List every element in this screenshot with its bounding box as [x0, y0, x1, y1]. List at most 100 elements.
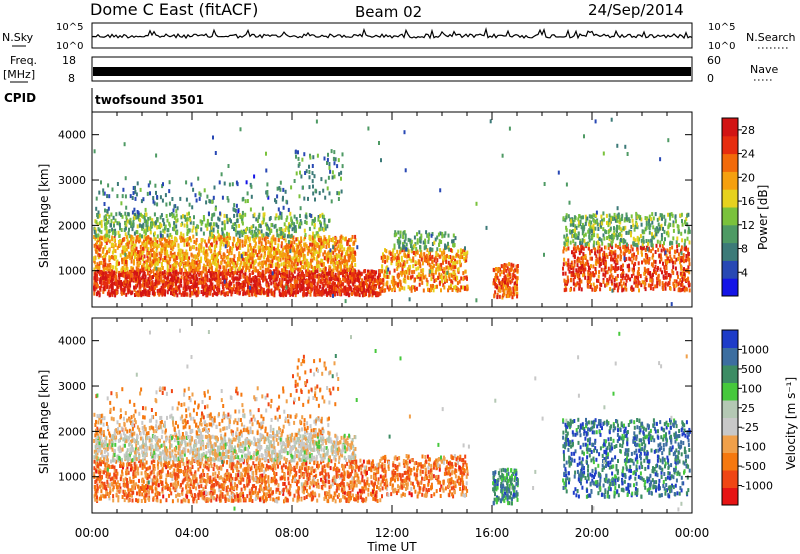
- range-cell: [190, 252, 193, 257]
- range-cell: [130, 291, 133, 296]
- range-cell: [255, 290, 258, 295]
- range-cell: [98, 240, 101, 245]
- range-cell: [279, 293, 282, 298]
- range-cell: [159, 241, 162, 246]
- range-cell: [191, 259, 194, 264]
- range-cell: [282, 205, 285, 210]
- range-cell: [170, 268, 173, 272]
- range-cell: [104, 215, 107, 220]
- range-cell: [254, 233, 257, 238]
- range-cell: [459, 260, 461, 265]
- range-cell: [221, 231, 224, 236]
- range-cell: [456, 260, 459, 265]
- range-cell: [285, 225, 288, 230]
- range-cell: [182, 257, 185, 262]
- range-cell: [236, 276, 239, 281]
- range-cell: [248, 268, 251, 273]
- range-cell: [153, 250, 155, 255]
- range-cell: [183, 254, 186, 259]
- range-cell: [202, 276, 205, 281]
- range-cell: [401, 285, 404, 290]
- range-cell: [164, 292, 166, 297]
- range-cell: [391, 287, 394, 292]
- range-cell: [108, 271, 111, 276]
- range-cell: [139, 270, 142, 275]
- range-cell: [613, 259, 616, 264]
- range-cell: [295, 154, 297, 159]
- range-cell: [284, 245, 287, 250]
- range-cell: [227, 236, 230, 240]
- range-cell: [496, 267, 499, 272]
- range-cell: [107, 248, 110, 253]
- range-cell: [124, 194, 127, 199]
- range-cell: [213, 239, 216, 244]
- range-cell: [496, 275, 499, 280]
- range-cell: [124, 232, 127, 237]
- range-cell: [290, 233, 293, 238]
- range-cell: [258, 250, 261, 255]
- range-cell: [294, 250, 297, 255]
- range-cell: [213, 247, 216, 252]
- range-cell: [126, 285, 129, 290]
- range-cell: [336, 267, 339, 271]
- range-cell: [353, 258, 356, 263]
- range-cell: [322, 188, 325, 193]
- range-cell: [420, 235, 423, 240]
- range-cell: [303, 273, 306, 278]
- range-cell: [163, 237, 166, 242]
- range-cell: [234, 222, 237, 226]
- range-cell: [426, 280, 429, 285]
- range-cell: [396, 263, 399, 267]
- range-cell: [302, 185, 304, 190]
- range-cell: [160, 285, 163, 290]
- range-cell: [392, 279, 395, 284]
- range-cell: [572, 277, 575, 282]
- range-cell: [659, 243, 662, 248]
- range-cell: [301, 279, 304, 283]
- range-cell: [233, 254, 236, 259]
- range-cell: [275, 228, 278, 233]
- range-cell: [111, 227, 114, 232]
- range-cell: [185, 180, 188, 185]
- range-cell: [205, 254, 208, 259]
- range-cell: [258, 214, 261, 219]
- range-cell: [515, 264, 518, 269]
- range-cell: [205, 270, 208, 275]
- range-cell: [337, 158, 340, 163]
- range-cell: [186, 237, 189, 242]
- range-cell: [241, 269, 244, 274]
- range-cell: [244, 283, 247, 288]
- nsearch-tick-bottom: 10^0: [708, 41, 735, 52]
- range-cell: [202, 215, 205, 219]
- range-cell: [150, 243, 153, 248]
- range-cell: [505, 268, 508, 273]
- range-cell: [319, 245, 322, 250]
- range-cell: [387, 255, 390, 260]
- range-cell: [242, 230, 245, 235]
- range-cell: [302, 292, 305, 297]
- range-cell: [159, 195, 162, 200]
- range-cell: [187, 259, 190, 264]
- range-cell: [224, 278, 227, 283]
- range-cell: [126, 247, 128, 252]
- range-cell: [176, 231, 179, 236]
- range-cell: [308, 226, 311, 231]
- range-cell: [596, 278, 598, 283]
- range-cell: [416, 240, 419, 245]
- range-cell: [235, 263, 238, 268]
- range-cell: [164, 289, 167, 294]
- range-cell: [311, 179, 314, 184]
- range-cell: [138, 217, 140, 222]
- range-cell: [334, 272, 337, 277]
- range-cell: [206, 262, 209, 267]
- range-cell: [516, 276, 519, 281]
- range-cell: [332, 268, 335, 273]
- range-cell: [257, 269, 259, 274]
- range-cell: [139, 245, 142, 249]
- range-cell: [622, 271, 625, 276]
- range-cell: [241, 256, 244, 261]
- range-cell: [191, 228, 194, 233]
- range-cell: [143, 239, 145, 244]
- range-cell: [388, 287, 390, 292]
- range-cell: [326, 157, 329, 162]
